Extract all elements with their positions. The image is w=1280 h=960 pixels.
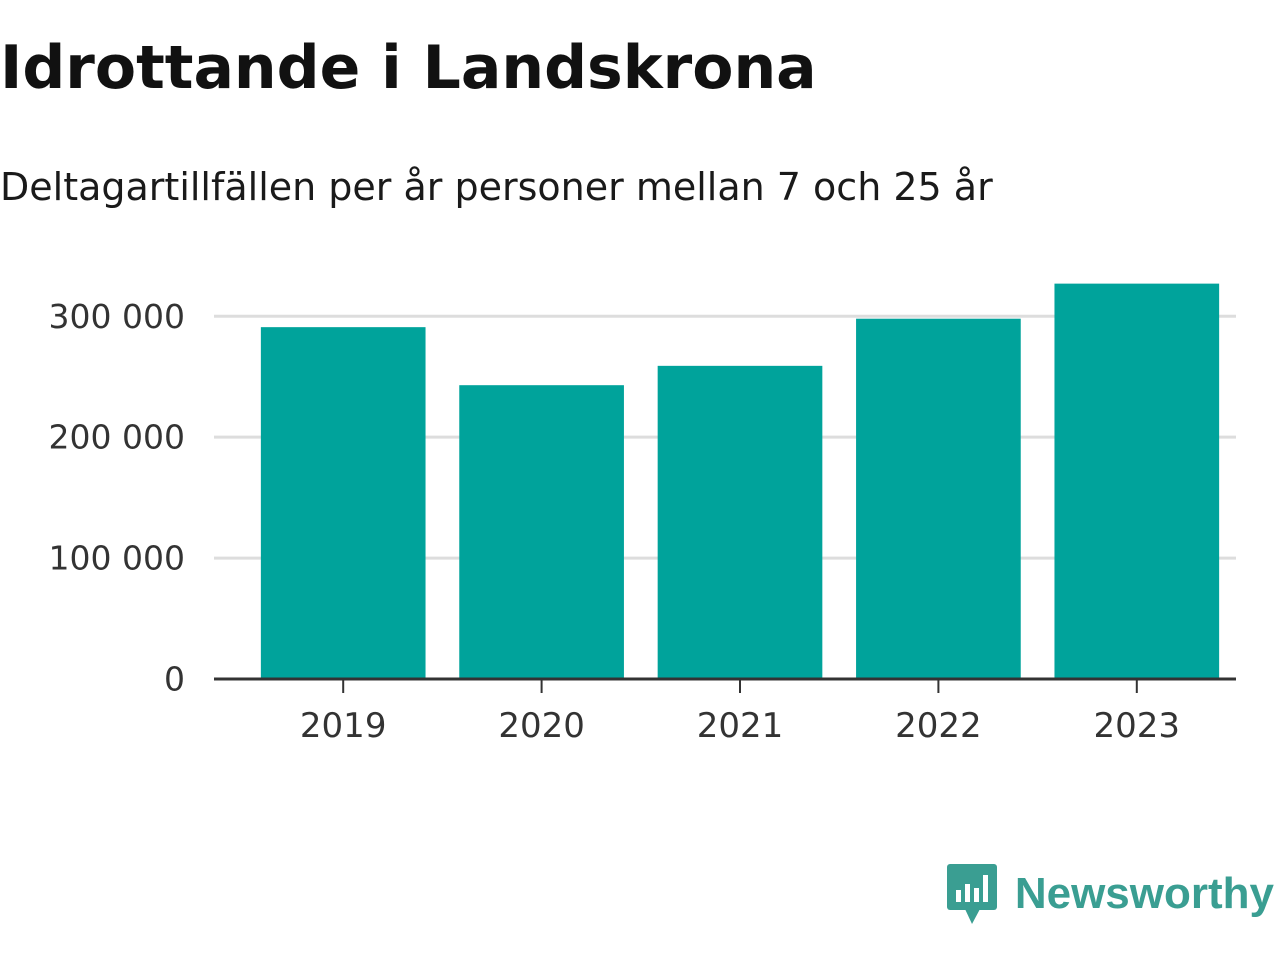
brand-logo: Newsworthy [946, 864, 1274, 924]
x-tick-label: 2020 [498, 706, 585, 746]
bar-2022 [856, 318, 1021, 679]
y-tick-label: 300 000 [49, 297, 185, 336]
y-tick-label: 100 000 [49, 539, 185, 578]
chart-subtitle: Deltagartillfällen per år personer mella… [0, 165, 993, 209]
x-tick-label: 2021 [697, 706, 784, 746]
x-tick-label: 2022 [895, 706, 982, 746]
bar-2020 [459, 385, 624, 679]
x-axis-tick-labels: 2019 2020 2021 2022 2023 [300, 706, 1180, 746]
brand-name: Newsworthy [1014, 869, 1274, 918]
bar-2021 [657, 365, 823, 679]
chart-title: Idrottande i Landskrona [0, 33, 817, 103]
y-tick-label: 0 [164, 660, 185, 699]
bars [260, 283, 1220, 679]
y-tick-label: 200 000 [49, 418, 185, 457]
bar-2019 [260, 327, 426, 679]
bar-2023 [1054, 283, 1220, 679]
x-axis [214, 677, 1236, 693]
x-tick-label: 2023 [1094, 706, 1181, 746]
y-axis-tick-labels: 0 100 000 200 000 300 000 [49, 297, 185, 699]
x-tick-label: 2019 [300, 706, 387, 746]
newsworthy-logo-icon [946, 864, 997, 924]
